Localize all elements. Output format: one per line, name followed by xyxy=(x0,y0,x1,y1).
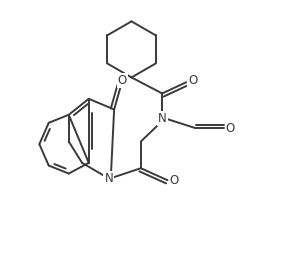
Text: O: O xyxy=(170,174,179,187)
Text: N: N xyxy=(104,172,113,185)
Text: O: O xyxy=(188,74,197,87)
Text: O: O xyxy=(117,74,127,87)
Text: O: O xyxy=(226,122,235,135)
Text: N: N xyxy=(158,112,166,125)
